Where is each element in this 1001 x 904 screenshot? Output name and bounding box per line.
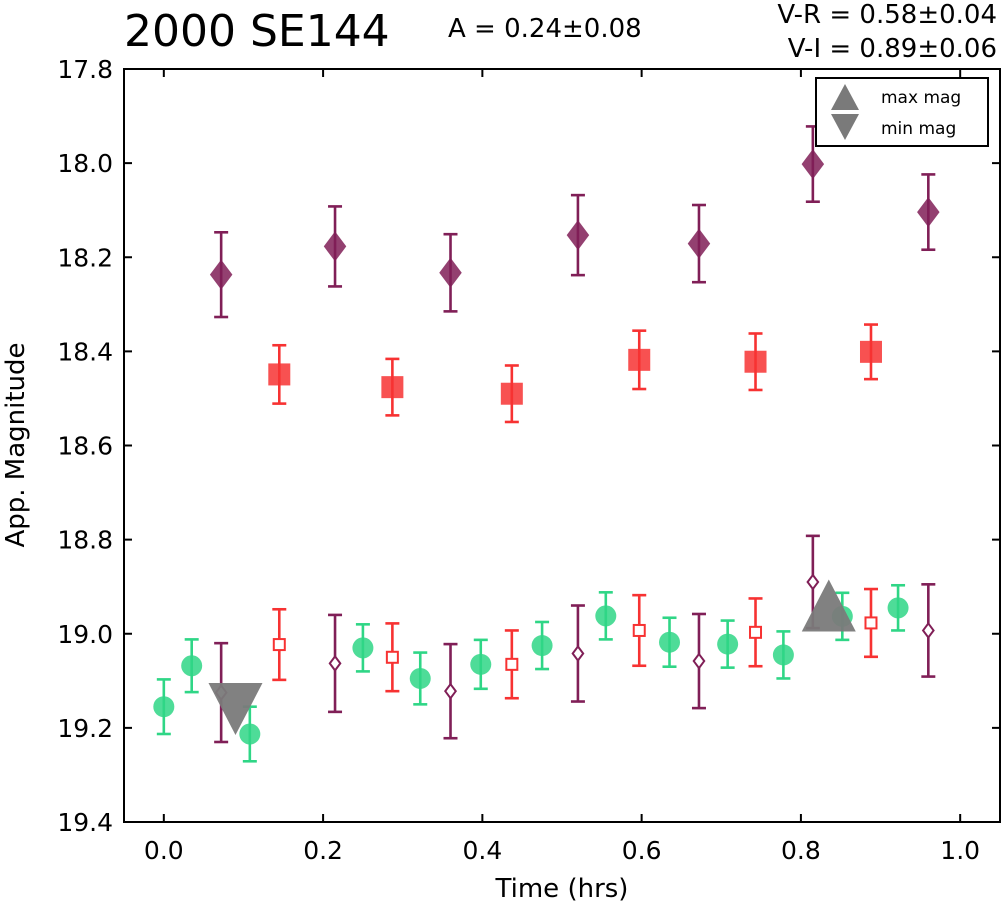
x-tick-label: 0.2 [303,836,343,865]
data-point-square [749,625,763,639]
series-1-square-filled [268,323,882,424]
data-point-circle [181,655,203,677]
data-point-circle [717,633,739,655]
data-point-diamond [571,644,585,663]
data-point-square [272,638,286,652]
data-point-diamond [921,621,935,640]
v-i-color-label: V-I = 0.89±0.06 [787,34,997,64]
data-point-diamond [323,231,347,262]
data-point-diamond [806,573,820,591]
data-point-diamond [692,652,706,670]
data-point-circle [352,637,374,659]
max-mag-marker [801,579,856,632]
data-point-circle [531,635,553,657]
data-point-square [385,650,399,664]
data-point-diamond [209,259,233,290]
data-point-square [381,376,404,399]
series-4-diamond-open [214,534,936,744]
series-2-circle-filled [153,583,909,763]
y-tick-label: 18.0 [57,149,113,178]
data-point-diamond [801,149,825,180]
data-point-circle [772,644,794,666]
x-tick-label: 1.0 [940,836,980,865]
y-tick-label: 18.8 [57,526,113,555]
data-point-circle [887,597,909,619]
extrema-layer [208,579,856,736]
chart-title: 2000 SE144 [124,6,390,57]
data-point-square [628,348,651,371]
data-point-diamond [444,682,458,700]
data-point-diamond [687,228,711,259]
legend-max-mag-triangle-icon [831,84,859,110]
y-tick-label: 17.8 [57,55,113,84]
x-tick-label: 0.4 [462,836,502,865]
series-layer [153,125,940,763]
data-point-circle [409,667,431,689]
data-point-square [859,340,882,363]
series-0-diamond-filled [209,125,940,319]
data-point-circle [153,696,175,718]
data-point-circle [659,631,681,653]
y-axis-label: App. Magnitude [1,342,31,547]
y-tick-label: 18.4 [57,337,113,366]
series-3-square-open [272,587,878,700]
amplitude-label: A = 0.24±0.08 [448,14,642,44]
data-point-diamond [439,257,462,288]
data-point-square [505,657,519,671]
y-tick-label: 19.4 [57,808,113,837]
y-tick-label: 19.2 [57,714,113,743]
y-tick-label: 18.6 [57,432,113,461]
data-point-square [268,363,291,386]
data-point-diamond [328,654,342,673]
data-point-square [500,382,523,405]
legend-min-mag-label: min mag [881,119,956,139]
data-point-diamond [566,220,590,251]
v-r-color-label: V-R = 0.58±0.04 [777,0,997,30]
axes-layer: 0.0 0.2 0.4 0.6 0.8 1.0 17.8 18.0 18.2 18.4 18.6 18… [57,55,1000,865]
legend: max mag min mag [815,77,989,147]
legend-min-mag-triangle-icon [831,114,859,140]
data-point-square [744,350,767,373]
data-point-square [864,616,878,630]
data-point-diamond [917,197,940,228]
legend-max-mag-label: max mag [881,88,961,108]
data-point-square [632,623,646,637]
x-tick-label: 0.8 [781,836,821,865]
data-point-circle [595,605,617,627]
data-point-circle [470,653,492,675]
y-tick-label: 18.2 [57,243,113,272]
y-tick-label: 19.0 [57,620,113,649]
x-tick-label: 0.0 [144,836,184,865]
data-point-circle [239,723,261,745]
min-mag-marker [208,683,263,736]
x-tick-label: 0.6 [622,836,662,865]
plot-frame [123,68,1001,823]
x-axis-label: Time (hrs) [495,874,629,904]
